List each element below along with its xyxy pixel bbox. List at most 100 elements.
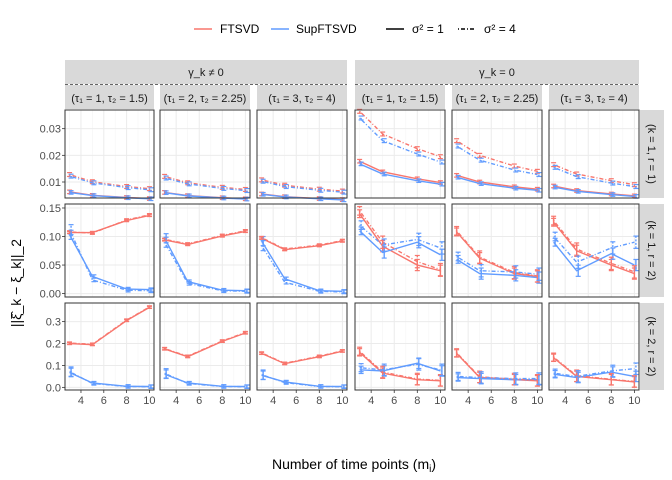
panel-border [354, 203, 446, 298]
x-tick-label: 6 [293, 395, 299, 407]
series-ftsvd_1 [553, 221, 635, 275]
panel-border [354, 109, 446, 199]
column-strip-label: (τ₁ = 2, τ₂ = 2.25) [456, 93, 539, 105]
legend-entry-linetype-2: σ² = 4 [458, 22, 516, 36]
group-strip-label: γ_k ≠ 0 [188, 67, 223, 79]
series-supftsvd_4 [456, 255, 538, 275]
column-strip-bg [355, 85, 445, 109]
series-supftsvd_4 [553, 368, 635, 378]
series-ftsvd_4 [359, 110, 441, 158]
panel-border [548, 302, 640, 391]
panel-background [65, 303, 154, 390]
series-ftsvd_4 [164, 175, 246, 191]
panel-border [451, 302, 543, 391]
x-tick-label: 4 [465, 395, 471, 407]
row-strip-bg [640, 110, 664, 198]
y-tick-label: 0.05 [40, 260, 61, 272]
panel-background [549, 110, 639, 198]
y-tick-label: 0.01 [40, 177, 61, 189]
series-supftsvd_4 [164, 372, 246, 388]
legend: FTSVD SupFTSVD σ² = 1 σ² = 4 [194, 22, 516, 36]
x-tick-label: 6 [391, 395, 397, 407]
panel-background [549, 204, 639, 297]
series-ftsvd_4 [164, 230, 246, 245]
panel-r3-c6 [548, 302, 640, 391]
series-supftsvd_1 [456, 176, 538, 191]
panel-border [256, 302, 348, 391]
series-ftsvd_1 [456, 231, 538, 278]
series-ftsvd_4 [456, 230, 538, 277]
series-ftsvd_4 [69, 306, 150, 345]
y-tick-label: 0.15 [40, 203, 61, 215]
panel-border [451, 203, 543, 298]
series-supftsvd_1 [456, 376, 538, 381]
series-supftsvd_4 [261, 373, 343, 388]
panel-border [354, 302, 446, 391]
legend-label: σ² = 4 [484, 22, 516, 36]
column-strip-label: (τ₁ = 2, τ₂ = 2.25) [164, 93, 247, 105]
series-supftsvd_1 [553, 186, 635, 198]
panel-background [452, 204, 542, 297]
series-ftsvd_4 [553, 220, 635, 273]
panel-r3-c3 [256, 302, 348, 391]
row-strip-2: (k = 1, r = 2) [640, 204, 664, 297]
series-supftsvd_1 [359, 230, 441, 256]
series-supftsvd_4 [553, 166, 635, 188]
panel-r2-c5 [451, 203, 543, 298]
column-strip-bg [160, 85, 250, 109]
panel-border [159, 109, 251, 199]
group-strip-bg [355, 60, 639, 84]
panel-background [257, 110, 347, 198]
y-tick-label: 0.10 [40, 232, 61, 244]
series-supftsvd_1 [359, 163, 441, 185]
legend-entry-supftsvd: SupFTSVD [271, 22, 357, 36]
column-strip-3: (τ₁ = 3, τ₂ = 4) [257, 85, 347, 109]
y-tick-label: 0.0 [46, 382, 61, 394]
series-supftsvd_4 [164, 241, 246, 292]
column-strip-4: (τ₁ = 1, τ₂ = 1.5) [355, 85, 445, 109]
series-supftsvd_4 [68, 229, 150, 292]
panel-r1-c1 [64, 109, 155, 202]
y-tick-label: 0.2 [46, 339, 61, 351]
x-tick-label: 8 [511, 395, 517, 407]
x-tick-label: 8 [316, 395, 322, 407]
group-strip-label: γ_k = 0 [479, 67, 515, 79]
x-axis-title: Number of time points (mi) [272, 456, 436, 475]
panel-background [257, 303, 347, 390]
series-ftsvd_4 [359, 350, 441, 382]
x-tick-label: 10 [239, 395, 251, 407]
x-tick-label: 10 [143, 395, 155, 407]
series-ftsvd_4 [69, 214, 150, 234]
y-tick-label: 0.03 [40, 124, 61, 136]
series-supftsvd_1 [456, 258, 538, 279]
y-tick-label: 0.00 [40, 289, 61, 301]
x-tick-label: 6 [196, 395, 202, 407]
panel-r3-c4 [354, 302, 446, 391]
series-ftsvd_4 [261, 179, 343, 192]
column-strip-2: (τ₁ = 2, τ₂ = 2.25) [160, 85, 250, 109]
panel-background [65, 110, 154, 198]
series-supftsvd_4 [456, 375, 538, 380]
facet-strips: γ_k ≠ 0 γ_k = 0 (τ₁ = 1, τ₂ = 1.5) (τ₁ = 2,… [65, 60, 664, 390]
panel-border [548, 203, 640, 298]
panel-r2-c3 [256, 203, 348, 298]
series-supftsvd_4 [359, 224, 441, 249]
panel-r2-c2 [159, 203, 251, 298]
series-ftsvd_4 [553, 356, 635, 383]
series-supftsvd_4 [69, 370, 150, 388]
panel-border [64, 109, 155, 199]
panel-border [159, 302, 251, 391]
group-strip-2: γ_k = 0 [355, 60, 639, 85]
series-supftsvd_4 [456, 145, 538, 176]
panel-background [355, 204, 445, 297]
column-strip-label: (τ₁ = 1, τ₂ = 1.5) [362, 93, 439, 105]
group-strip-bg [65, 60, 347, 84]
series-ftsvd_4 [164, 331, 246, 358]
series-ftsvd_4 [553, 164, 635, 186]
panel-r2-c6 [548, 203, 640, 298]
series-supftsvd_1 [164, 191, 246, 200]
x-tick-label: 6 [585, 395, 591, 407]
column-strip-label: (τ₁ = 3, τ₂ = 4) [268, 93, 335, 105]
panel-r2-c1 [64, 203, 155, 298]
group-strip-1: γ_k ≠ 0 [65, 60, 347, 85]
